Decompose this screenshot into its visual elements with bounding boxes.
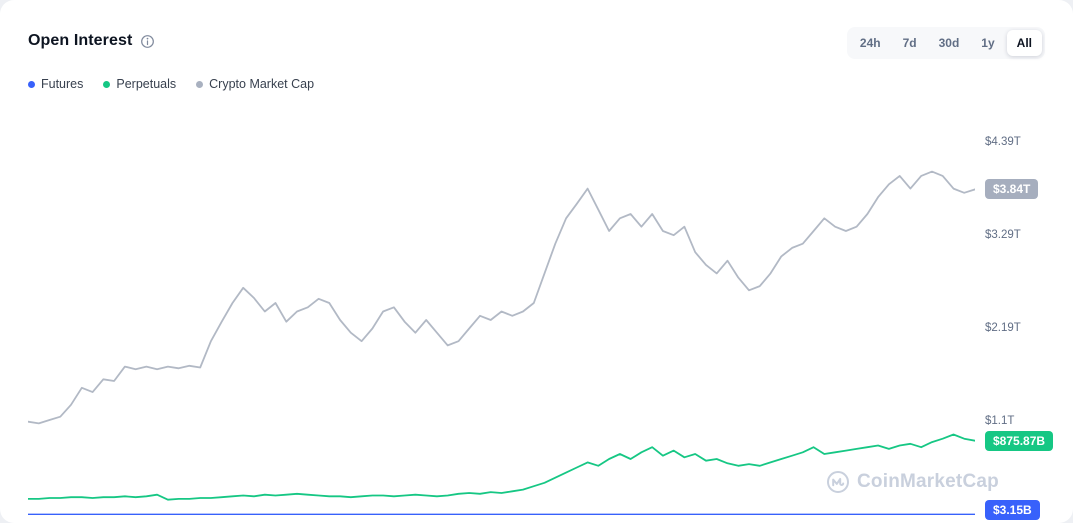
legend-dot-perpetuals-icon (103, 80, 111, 88)
header: Open Interest (28, 32, 155, 50)
legend-item-perpetuals[interactable]: Perpetuals (103, 77, 176, 91)
legend-dot-futures-icon (28, 80, 35, 88)
legend-label-crypto-market-cap: Crypto Market Cap (209, 77, 315, 91)
series-line-crypto-market-cap (28, 170, 975, 425)
legend-item-futures[interactable]: Futures (28, 77, 83, 91)
range-button-30d[interactable]: 30d (929, 30, 970, 56)
range-button-all[interactable]: All (1006, 30, 1042, 56)
info-icon[interactable] (140, 34, 155, 49)
legend-dot-crypto-market-cap-icon (196, 80, 204, 88)
page-title: Open Interest (28, 32, 133, 49)
range-button-24h[interactable]: 24h (850, 30, 891, 56)
range-button-1y[interactable]: 1y (971, 30, 1004, 56)
last-price-badge-perpetuals: $875.87B (985, 430, 1054, 451)
legend-item-crypto-market-cap[interactable]: Crypto Market Cap (196, 77, 314, 91)
last-price-badge-futures: $3.15B (985, 500, 1040, 520)
line-chart[interactable] (28, 125, 975, 515)
y-axis-tick: $3.29T (985, 229, 1021, 242)
legend-label-perpetuals: Perpetuals (116, 77, 177, 91)
time-range-switcher: 24h 7d 30d 1y All (846, 27, 1045, 59)
chart-legend: Futures Perpetuals Crypto Market Cap (28, 77, 314, 91)
y-axis-tick: $4.39T (985, 135, 1021, 148)
last-price-badge-crypto-market-cap: $3.84T (985, 179, 1039, 200)
y-axis-tick: $2.19T (985, 322, 1021, 335)
y-axis-tick: $1.1T (985, 414, 1015, 427)
legend-label-futures: Futures (41, 77, 84, 91)
range-button-7d[interactable]: 7d (893, 30, 927, 56)
series-line-perpetuals (28, 433, 975, 501)
